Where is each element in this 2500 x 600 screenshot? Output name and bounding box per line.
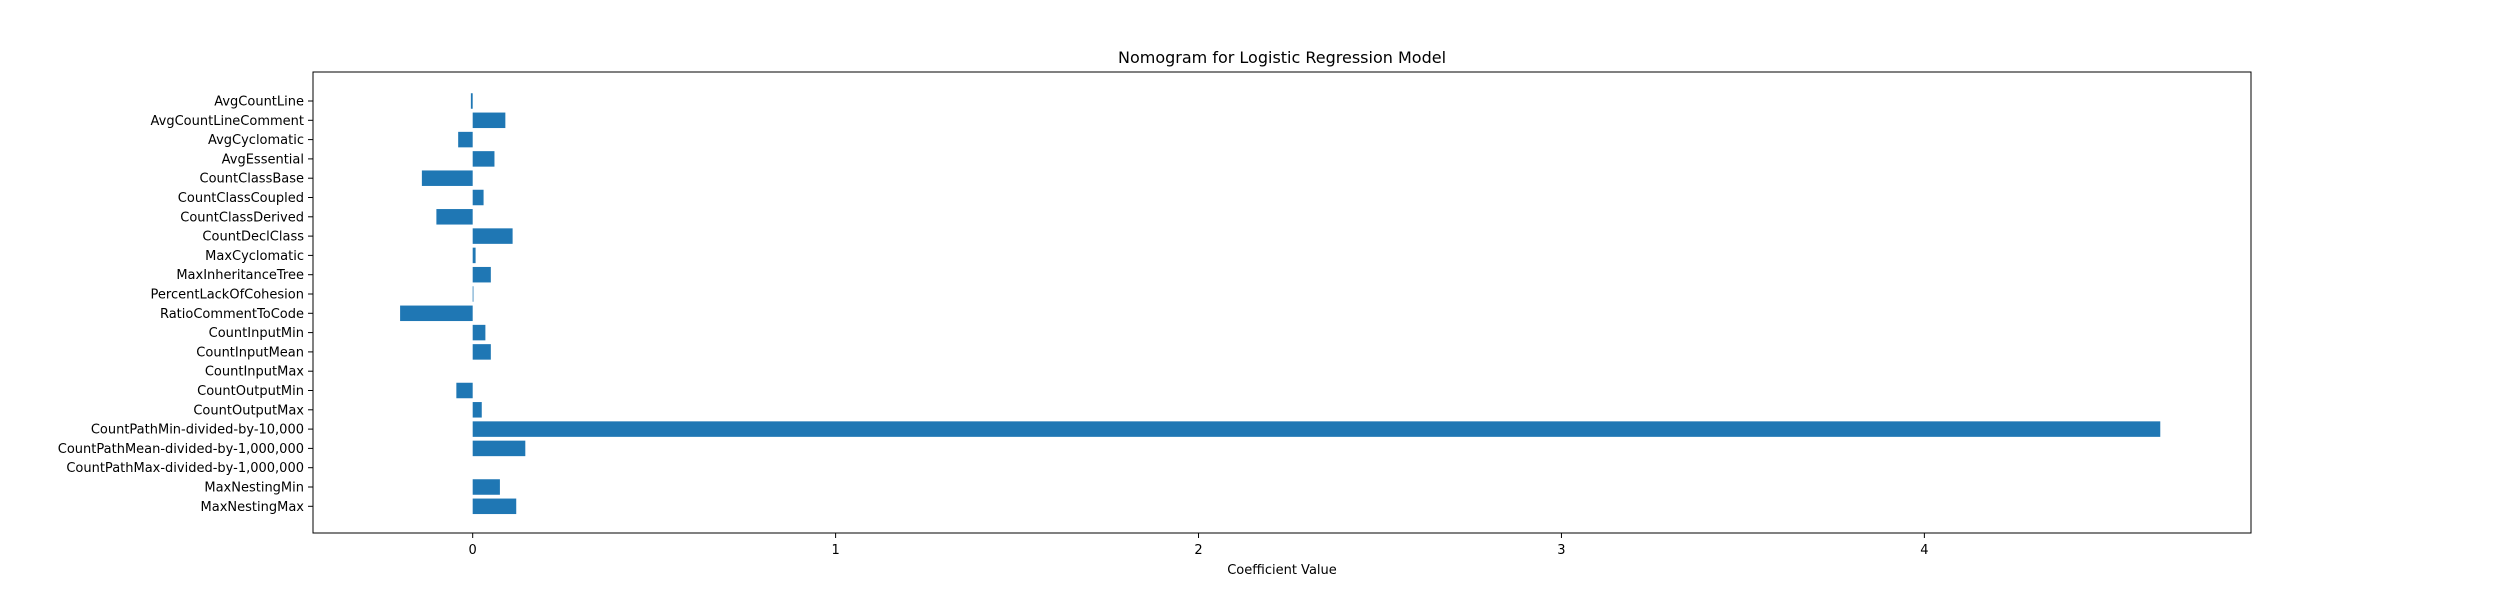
- y-tick-label: MaxInheritanceTree: [176, 268, 304, 283]
- y-tick-label: RatioCommentToCode: [160, 307, 304, 322]
- x-axis-ticks: 0 1 2 3 4: [469, 533, 1929, 558]
- bar-CountClassDerived: [436, 209, 473, 225]
- x-axis-label: Coefficient Value: [1227, 563, 1337, 578]
- bar-PercentLackOfCohesion: [472, 286, 474, 302]
- bar-CountPathMin-divided-by-10,000: [472, 421, 2161, 437]
- y-tick-label: MaxNestingMin: [204, 481, 304, 496]
- y-tick-label: PercentLackOfCohesion: [151, 288, 304, 303]
- y-tick-label: CountInputMean: [196, 345, 304, 360]
- y-tick-label: CountClassDerived: [180, 210, 304, 225]
- y-tick-label: MaxCyclomatic: [205, 249, 304, 264]
- y-tick-label: CountInputMin: [209, 326, 304, 341]
- bar-CountOutputMax: [472, 402, 482, 418]
- y-tick-label: CountPathMax-divided-by-1,000,000: [66, 461, 304, 476]
- x-tick-label: 1: [831, 543, 839, 558]
- x-tick-label: 4: [1920, 543, 1928, 558]
- bar-MaxInheritanceTree: [472, 266, 491, 283]
- bar-AvgCountLine: [470, 93, 473, 109]
- bar-MaxNestingMin: [472, 479, 500, 495]
- y-tick-label: CountInputMax: [205, 365, 304, 380]
- plot-frame: [312, 71, 2252, 534]
- y-tick-label: AvgEssential: [222, 152, 304, 167]
- bar-MaxNestingMax: [472, 498, 517, 515]
- bar-MaxCyclomatic: [472, 247, 476, 264]
- bar-CountClassBase: [421, 170, 473, 186]
- bar-CountDeclClass: [472, 228, 513, 244]
- bar-RatioCommentToCode: [400, 305, 473, 322]
- bar-AvgCountLineComment: [472, 112, 506, 129]
- y-tick-label: AvgCountLineComment: [151, 114, 304, 129]
- y-tick-label: CountOutputMax: [193, 403, 304, 418]
- chart-title: Nomogram for Logistic Regression Model: [1118, 48, 1446, 67]
- y-tick-label: MaxNestingMax: [201, 500, 305, 515]
- bar-AvgCyclomatic: [458, 131, 473, 148]
- bar-CountPathMean-divided-by-1,000,000: [472, 440, 526, 457]
- y-tick-label: CountPathMean-divided-by-1,000,000: [58, 442, 304, 457]
- x-tick-label: 3: [1557, 543, 1565, 558]
- x-tick-label: 2: [1194, 543, 1202, 558]
- y-tick-label: CountOutputMin: [197, 384, 304, 399]
- bar-CountInputMin: [472, 324, 486, 341]
- y-tick-label: CountPathMin-divided-by-10,000: [91, 423, 304, 438]
- y-tick-label: AvgCountLine: [214, 95, 304, 110]
- bar-AvgEssential: [472, 151, 495, 167]
- bar-CountClassCoupled: [472, 189, 484, 206]
- y-tick-label: CountClassBase: [200, 172, 304, 187]
- bars-layer: [400, 93, 2161, 515]
- y-axis-ticks: AvgCountLine AvgCountLineComment AvgCyclom…: [58, 95, 313, 515]
- bar-CountInputMean: [472, 344, 491, 360]
- x-tick-label: 0: [469, 543, 477, 558]
- y-tick-label: CountClassCoupled: [178, 191, 304, 206]
- bar-CountOutputMin: [456, 382, 473, 399]
- y-tick-label: CountDeclClass: [202, 230, 304, 245]
- y-tick-label: AvgCyclomatic: [208, 133, 304, 148]
